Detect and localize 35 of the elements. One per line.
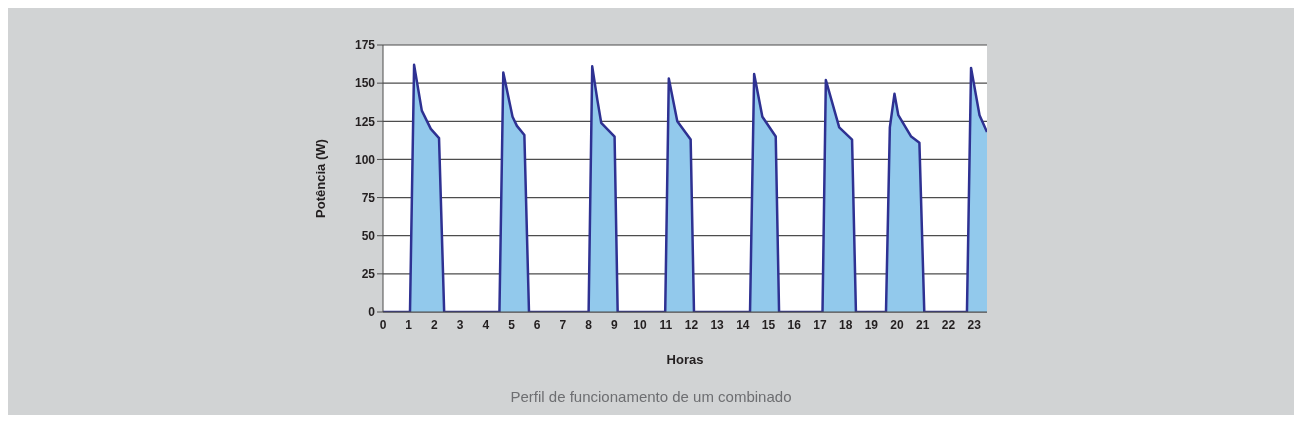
x-tick-label: 9 [610,317,618,332]
x-tick-label: 22 [941,317,956,332]
x-tick-label: 0 [379,317,387,332]
x-tick-label: 13 [710,317,725,332]
x-tick-label: 20 [890,317,905,332]
x-tick-label: 21 [916,317,930,332]
text: Perfil de funcionamento de um combinado [509,388,793,405]
x-axis-title: Horas [666,352,704,367]
y-tick-label: 25 [361,267,376,282]
x-tick-label: 4 [482,317,490,332]
x-tick-label: 16 [787,317,802,332]
x-tick-label: 1 [405,317,413,332]
x-tick-label: 3 [456,317,464,332]
y-tick-label: 125 [354,114,376,129]
x-tick-label: 5 [508,317,516,332]
x-tick-label: 19 [864,317,879,332]
y-tick-label: 50 [361,228,376,243]
y-tick-label: 75 [361,190,376,205]
y-tick-label: 100 [354,152,376,167]
y-tick-label: 175 [354,38,376,53]
x-tick-label: 6 [533,317,541,332]
x-tick-label: 10 [633,317,648,332]
y-tick-label: 150 [354,76,376,91]
y-tick-label: 0 [368,305,376,320]
x-tick-label: 14 [736,317,750,332]
x-tick-label: 8 [585,317,593,332]
x-tick-label: 23 [967,317,982,332]
x-tick-label: 11 [659,317,673,332]
x-tick-label: 12 [684,317,699,332]
x-tick-label: 7 [559,317,567,332]
x-tick-label: 18 [838,317,853,332]
y-axis-title: Potência (W) [312,139,328,218]
x-tick-label: 2 [431,317,439,332]
x-tick-label: 15 [761,317,776,332]
x-tick-label: 17 [813,317,827,332]
